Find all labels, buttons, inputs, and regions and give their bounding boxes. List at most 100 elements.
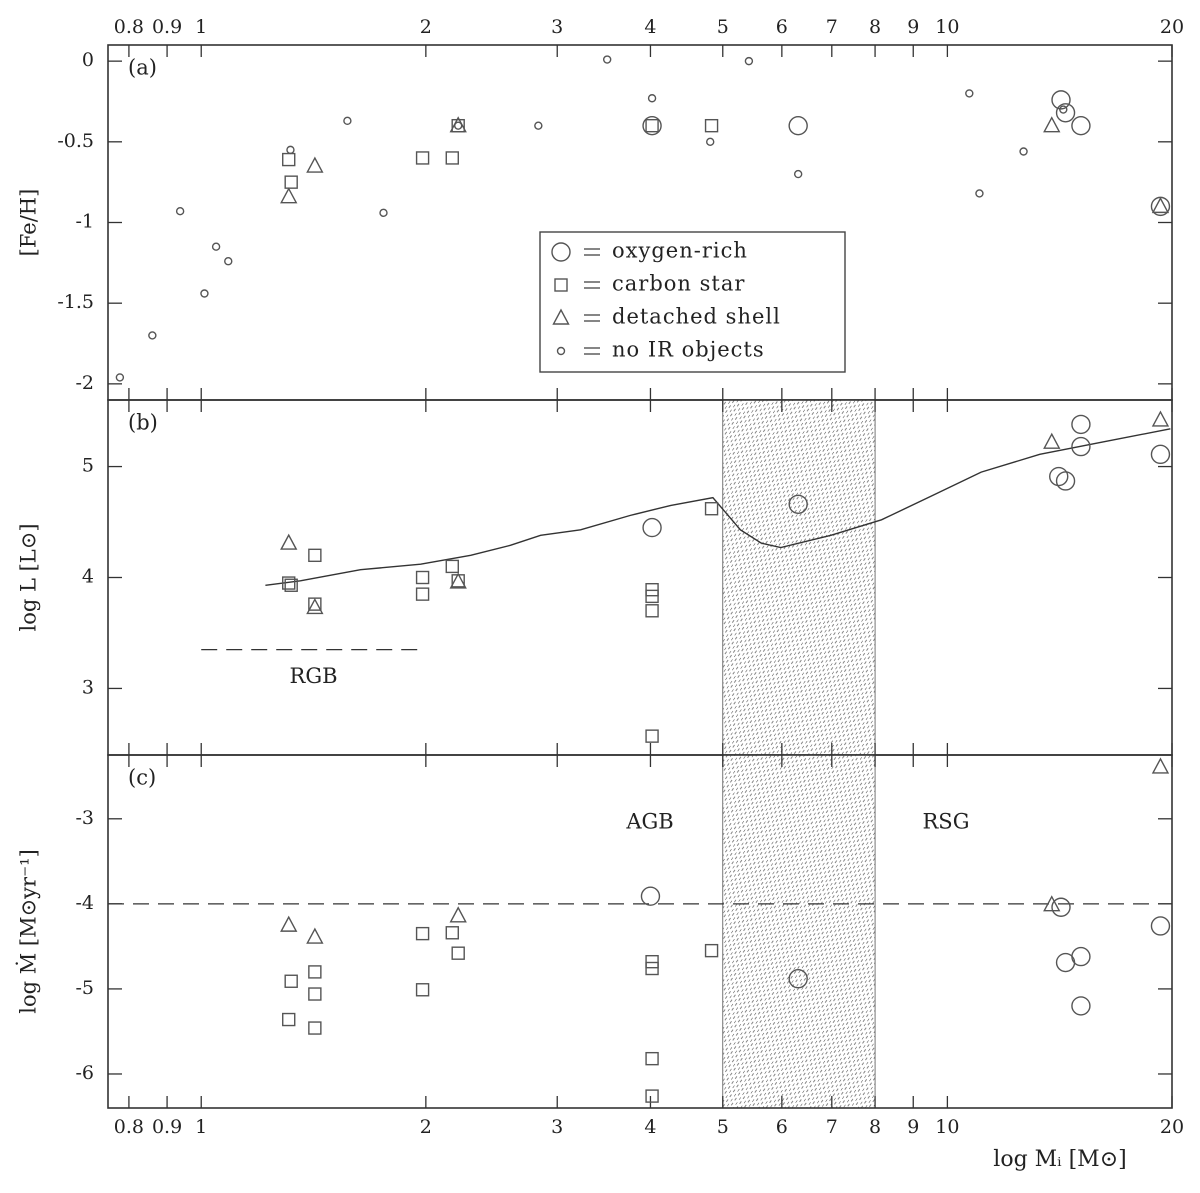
marker-square: [284, 578, 298, 592]
marker-dot: [148, 331, 157, 340]
shaded-region: [722, 399, 876, 756]
marker-circle: [788, 115, 808, 136]
marker-triangle: [306, 597, 324, 615]
marker-dot: [175, 207, 185, 216]
x-tick-label: 20: [1160, 16, 1184, 38]
marker-triangle: [306, 156, 324, 173]
legend-label: detached shell: [612, 305, 781, 329]
marker-dot: [975, 189, 984, 198]
x-tick-label: 9: [907, 16, 919, 38]
marker-square: [308, 965, 322, 979]
marker-square: [645, 604, 659, 618]
marker-square: [308, 987, 322, 1001]
marker-square: [445, 559, 459, 574]
x-tick-label: 0.8: [114, 1116, 144, 1138]
x-tick-label: 10: [935, 16, 959, 38]
marker-triangle: [280, 533, 298, 550]
y-tick-label: -4: [75, 892, 94, 914]
marker-dot: [793, 169, 803, 179]
y-tick-label: 0: [82, 49, 94, 71]
marker-dot: [211, 242, 221, 251]
marker-square: [445, 926, 459, 940]
y-axis-label: log L [L⊙]: [17, 523, 41, 631]
marker-square: [645, 954, 659, 969]
marker-square: [415, 983, 430, 997]
marker-square: [415, 570, 430, 585]
marker-circle: [1071, 436, 1091, 457]
marker-square: [704, 502, 719, 516]
marker-circle: [1049, 466, 1069, 487]
marker-square: [415, 926, 430, 941]
x-tick-label: 2: [420, 16, 432, 38]
marker-circle: [1071, 115, 1091, 136]
marker-square: [445, 151, 459, 165]
marker-square: [645, 1089, 659, 1103]
marker-square: [704, 118, 719, 133]
marker-dot: [200, 289, 209, 298]
marker-circle: [642, 517, 662, 538]
x-tick-label: 9: [907, 1116, 919, 1138]
marker-circle: [1055, 103, 1076, 123]
x-tick-label: 4: [644, 1116, 656, 1138]
marker-square: [415, 151, 430, 165]
panel-frame: [107, 754, 1173, 1109]
marker-dot: [556, 346, 566, 356]
marker-square: [282, 1012, 296, 1027]
y-axis-label: log Ṁ [M⊙yr⁻¹]: [17, 849, 41, 1014]
y-tick-label: -2: [75, 372, 94, 394]
marker-circle: [1071, 946, 1091, 967]
x-tick-label: 5: [717, 1116, 729, 1138]
marker-square: [284, 974, 298, 988]
marker-dot: [224, 257, 233, 266]
marker-triangle: [280, 187, 298, 204]
marker-square: [308, 548, 322, 563]
marker-triangle: [280, 915, 298, 932]
marker-dot: [1019, 147, 1028, 156]
x-tick-label: 8: [869, 16, 881, 38]
marker-circle: [1071, 996, 1091, 1016]
x-tick-label: 1: [195, 1116, 207, 1138]
marker-dot: [379, 208, 388, 218]
marker-triangle: [1151, 196, 1170, 214]
marker-triangle: [1151, 757, 1170, 774]
marker-circle: [1150, 444, 1171, 465]
marker-triangle: [552, 308, 570, 325]
marker-triangle: [1151, 410, 1170, 427]
x-tick-label: 8: [869, 1116, 881, 1138]
marker-square: [645, 118, 659, 133]
marker-circle: [788, 494, 808, 514]
annotation: RSG: [923, 810, 970, 834]
x-tick-label: 6: [776, 1116, 788, 1138]
x-tick-label: 1: [195, 16, 207, 38]
x-tick-label: 10: [935, 1116, 959, 1138]
marker-square: [645, 589, 659, 604]
reference-label: RGB: [290, 664, 338, 688]
marker-square: [282, 152, 296, 167]
annotation: AGB: [625, 810, 673, 834]
marker-circle: [788, 969, 808, 989]
y-tick-label: 5: [82, 455, 94, 477]
marker-circle: [1150, 916, 1171, 936]
y-axis-label: [Fe/H]: [17, 189, 41, 257]
marker-dot: [647, 94, 657, 103]
marker-square: [554, 278, 568, 292]
marker-dot: [343, 116, 352, 126]
marker-dot: [286, 145, 295, 155]
y-tick-label: -1: [75, 211, 94, 233]
marker-triangle: [449, 572, 467, 589]
marker-square: [645, 729, 659, 743]
marker-triangle: [449, 906, 467, 923]
marker-dot: [453, 121, 463, 130]
marker-square: [645, 961, 659, 976]
marker-triangle: [1043, 895, 1061, 912]
model-line: [265, 428, 1171, 586]
panel-label: (b): [128, 411, 158, 435]
marker-circle: [1051, 897, 1071, 917]
marker-circle: [1051, 90, 1071, 110]
marker-dot: [1059, 105, 1068, 114]
x-tick-label: 7: [826, 16, 838, 38]
marker-square: [282, 576, 296, 590]
x-tick-label: 6: [776, 16, 788, 38]
legend-label: oxygen-rich: [612, 239, 748, 263]
